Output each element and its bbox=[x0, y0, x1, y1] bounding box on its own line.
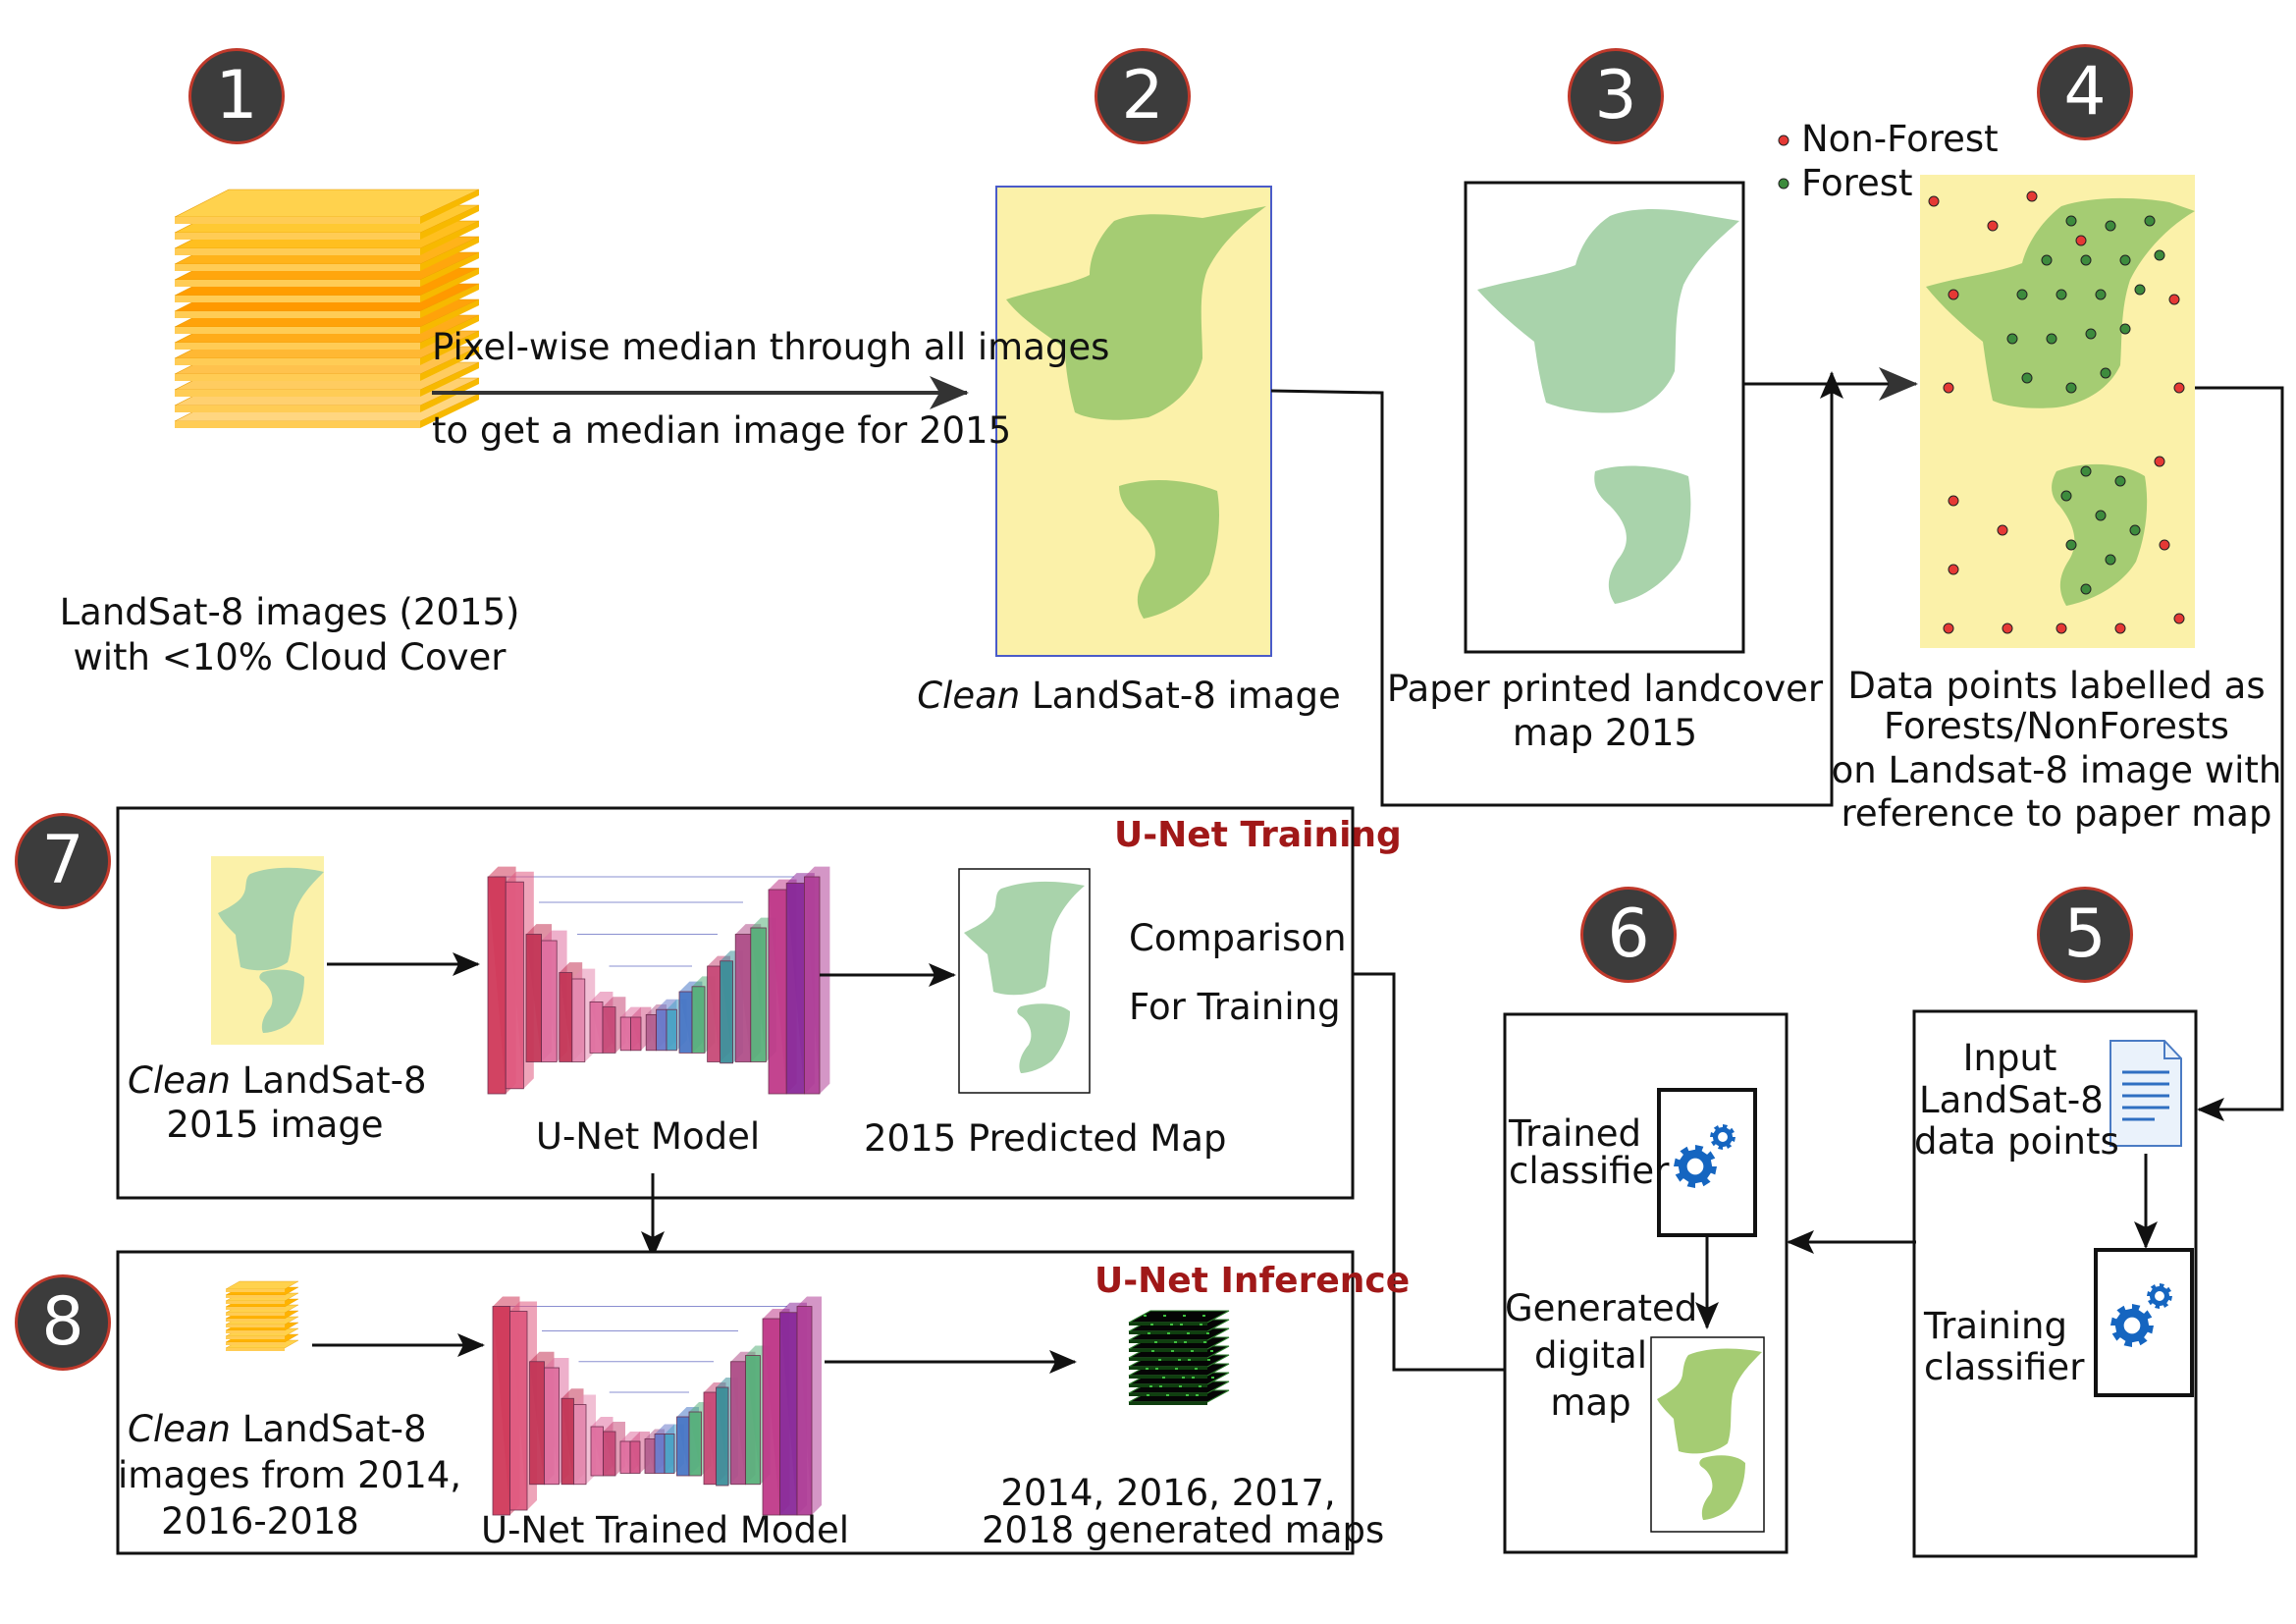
panel-unet-inference bbox=[116, 1250, 1355, 1555]
legend-forest-label: Forest bbox=[1801, 162, 1913, 204]
step5-input-line1: Input bbox=[1962, 1037, 2057, 1079]
trained-gear-icon bbox=[1674, 1124, 1735, 1188]
legend-forest-dot bbox=[1778, 178, 1789, 189]
step2-label: Clean LandSat-8 image bbox=[903, 674, 1355, 718]
step-badge-3: 3 bbox=[1568, 48, 1664, 144]
panel7-predicted-label: 2015 Predicted Map bbox=[864, 1117, 1227, 1160]
connector-2-to-4 bbox=[1270, 371, 1843, 807]
document-icon bbox=[2109, 1040, 2182, 1147]
step6-generated-line3: map bbox=[1550, 1381, 1631, 1424]
step-badge-1: 1 bbox=[188, 48, 285, 144]
generated-digital-map-image bbox=[1650, 1336, 1765, 1533]
step6-trained-line2: classifier bbox=[1509, 1150, 1670, 1192]
step-badge-2: 2 bbox=[1095, 48, 1191, 144]
step5-input-line2: LandSat-8 bbox=[1919, 1079, 2104, 1121]
step4-label-line2: Forests/NonForests bbox=[1884, 705, 2229, 747]
step4-label-line3: on Landsat-8 image with bbox=[1831, 749, 2282, 791]
panel7-input-image bbox=[211, 856, 324, 1045]
step3-label-line2: map 2015 bbox=[1512, 712, 1698, 754]
comparison-label-line2: For Training bbox=[1129, 986, 1341, 1028]
panel8-input-label-line3: 2016-2018 bbox=[161, 1500, 359, 1543]
panel-unet-training bbox=[116, 806, 1355, 1200]
step3-label-line1: Paper printed landcover bbox=[1386, 668, 1824, 710]
small-image-stack bbox=[225, 1280, 299, 1351]
step-badge-4: 4 bbox=[2037, 44, 2133, 140]
training-gear-icon bbox=[2110, 1283, 2172, 1347]
panel8-input-label-line1: Clean LandSat-8 bbox=[128, 1407, 427, 1451]
step2-label-em: Clean bbox=[917, 675, 1021, 717]
step-badge-6: 6 bbox=[1580, 887, 1677, 983]
panel7-input-em: Clean bbox=[128, 1059, 232, 1102]
step6-generated-line1: Generated bbox=[1505, 1287, 1698, 1329]
panel7-title: U-Net Training bbox=[1114, 815, 1402, 855]
step-badge-7: 7 bbox=[15, 813, 111, 909]
step2-label-rest: LandSat-8 image bbox=[1020, 675, 1341, 717]
panel7-model-label: U-Net Model bbox=[535, 1115, 761, 1158]
step-badge-8: 8 bbox=[15, 1274, 111, 1371]
step6-trained-line1: Trained bbox=[1509, 1112, 1642, 1155]
panel8-input-rest: LandSat-8 bbox=[231, 1408, 427, 1450]
panel8-output-label-line2: 2018 generated maps bbox=[982, 1509, 1385, 1551]
panel7-input-label-line1: Clean LandSat-8 bbox=[128, 1058, 427, 1103]
labelled-data-points-image bbox=[1920, 175, 2195, 648]
paper-landcover-map bbox=[1464, 181, 1745, 654]
landsat-image-stack bbox=[174, 189, 480, 428]
step-badge-5: 5 bbox=[2037, 887, 2133, 983]
generated-maps-stack bbox=[1128, 1310, 1230, 1405]
median-label-line2: to get a median image for 2015 bbox=[432, 409, 1012, 452]
clean-landsat-image bbox=[995, 186, 1272, 657]
panel8-input-em: Clean bbox=[128, 1408, 232, 1450]
panel7-input-label-line2: 2015 image bbox=[166, 1104, 384, 1146]
connector-4-to-5 bbox=[2195, 386, 2284, 1121]
panel8-title: U-Net Inference bbox=[1095, 1261, 1411, 1301]
panel7-input-rest: LandSat-8 bbox=[231, 1059, 427, 1102]
step5-training-line1: Training bbox=[1924, 1305, 2067, 1347]
step6-generated-line2: digital bbox=[1534, 1334, 1647, 1377]
unet-trained-model-graphic bbox=[492, 1296, 822, 1516]
legend bbox=[1778, 135, 1789, 189]
median-label-line1: Pixel-wise median through all images bbox=[432, 326, 1110, 368]
panel8-model-label: U-Net Trained Model bbox=[481, 1509, 850, 1551]
step5-training-line2: classifier bbox=[1924, 1346, 2085, 1388]
unet-model-graphic bbox=[487, 866, 830, 1095]
step4-label-line1: Data points labelled as bbox=[1847, 665, 2266, 707]
panel8-output-label-line1: 2014, 2016, 2017, bbox=[1000, 1472, 1336, 1514]
step5-box bbox=[1912, 1009, 2198, 1558]
step6-box bbox=[1503, 1012, 1789, 1554]
legend-non-forest-dot bbox=[1778, 135, 1789, 146]
step4-label-line4: reference to paper map bbox=[1841, 792, 2272, 835]
step1-label-line2: with <10% Cloud Cover bbox=[73, 636, 507, 678]
step5-input-line3: data points bbox=[1914, 1120, 2119, 1163]
panel8-input-label-line2: images from 2014, bbox=[118, 1454, 462, 1496]
predicted-map-image bbox=[958, 868, 1091, 1094]
comparison-label-line1: Comparison bbox=[1129, 917, 1347, 959]
step1-label-line1: LandSat-8 images (2015) bbox=[59, 591, 520, 633]
legend-non-forest-label: Non-Forest bbox=[1801, 118, 1999, 160]
